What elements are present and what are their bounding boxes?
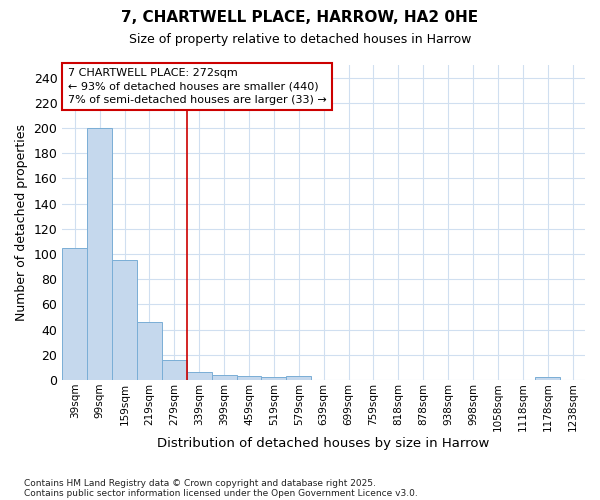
- Text: Size of property relative to detached houses in Harrow: Size of property relative to detached ho…: [129, 32, 471, 46]
- Bar: [112, 260, 137, 380]
- Bar: [62, 248, 87, 380]
- Bar: [87, 128, 112, 380]
- Bar: [236, 376, 262, 380]
- Text: Contains public sector information licensed under the Open Government Licence v3: Contains public sector information licen…: [24, 488, 418, 498]
- Bar: [535, 378, 560, 380]
- Text: Contains HM Land Registry data © Crown copyright and database right 2025.: Contains HM Land Registry data © Crown c…: [24, 478, 376, 488]
- Bar: [187, 372, 212, 380]
- Bar: [137, 322, 162, 380]
- Text: 7, CHARTWELL PLACE, HARROW, HA2 0HE: 7, CHARTWELL PLACE, HARROW, HA2 0HE: [121, 10, 479, 25]
- Bar: [162, 360, 187, 380]
- Bar: [286, 376, 311, 380]
- Bar: [212, 375, 236, 380]
- Y-axis label: Number of detached properties: Number of detached properties: [15, 124, 28, 321]
- X-axis label: Distribution of detached houses by size in Harrow: Distribution of detached houses by size …: [157, 437, 490, 450]
- Text: 7 CHARTWELL PLACE: 272sqm
← 93% of detached houses are smaller (440)
7% of semi-: 7 CHARTWELL PLACE: 272sqm ← 93% of detac…: [68, 68, 326, 104]
- Bar: [262, 378, 286, 380]
